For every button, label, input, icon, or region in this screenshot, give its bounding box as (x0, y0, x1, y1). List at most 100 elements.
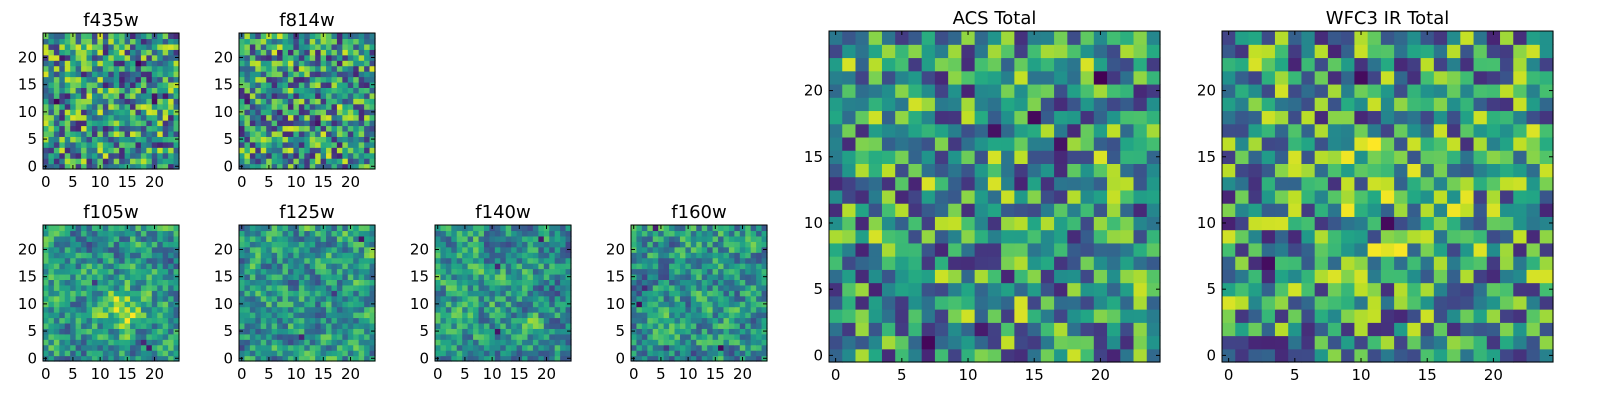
heatmap-cell (728, 230, 735, 237)
heatmap-cell (1433, 163, 1448, 178)
heatmap-cell (750, 257, 757, 264)
heatmap-cell (1080, 83, 1095, 98)
heatmap-cell (948, 83, 962, 98)
heatmap-cell (266, 81, 273, 88)
heatmap-cell (467, 322, 474, 329)
heatmap-cell (494, 339, 501, 346)
heatmap-cell (1067, 256, 1082, 270)
heatmap-cell (674, 295, 681, 302)
heatmap-cell (369, 295, 376, 302)
heatmap-cell (249, 130, 256, 137)
heatmap-cell (59, 235, 66, 242)
heatmap-cell (97, 141, 104, 148)
heatmap-cell (631, 279, 638, 286)
x-tick-label: 0 (237, 173, 247, 191)
heatmap-cell (64, 317, 71, 324)
heatmap-cell (1354, 242, 1369, 257)
heatmap-cell (358, 43, 365, 50)
heatmap-cell (75, 65, 82, 72)
heatmap-cell (658, 295, 665, 302)
heatmap-cell (97, 109, 104, 116)
heatmap-cell (690, 290, 697, 297)
heatmap-cell (829, 295, 843, 310)
heatmap-cell (151, 263, 158, 270)
heatmap-cell (669, 333, 676, 340)
heatmap-cell (326, 317, 333, 324)
heatmap-cell (168, 87, 175, 94)
heatmap-cell (527, 225, 534, 232)
heatmap-cell (549, 295, 556, 302)
heatmap-cell (1146, 189, 1161, 204)
heatmap-cell (701, 290, 708, 297)
heatmap-cell (647, 225, 654, 232)
heatmap-cell (102, 263, 109, 270)
heatmap-cell (473, 257, 480, 264)
heatmap-cell (157, 125, 164, 132)
heatmap-cell (59, 344, 66, 351)
heatmap-cell (961, 282, 976, 297)
heatmap-cell (43, 87, 50, 94)
heatmap-cell (1120, 83, 1135, 98)
heatmap-cell (347, 152, 354, 159)
heatmap-cell (315, 71, 322, 78)
heatmap-cell (494, 257, 501, 264)
heatmap-cell (244, 235, 251, 242)
heatmap-cell (538, 306, 545, 313)
heatmap-cell (445, 268, 452, 275)
heatmap-cell (1526, 256, 1541, 270)
heatmap-cell (81, 87, 88, 94)
heatmap-cell (1027, 83, 1042, 98)
heatmap-cell (1367, 322, 1382, 337)
heatmap-cell (987, 110, 1002, 125)
heatmap-cell (756, 322, 763, 329)
heatmap-cell (690, 355, 697, 362)
heatmap-cell (140, 147, 147, 154)
heatmap-cell (59, 339, 66, 346)
heatmap-cell (326, 71, 333, 78)
heatmap-cell (974, 216, 989, 231)
heatmap-cell (108, 43, 115, 50)
heatmap-cell (347, 76, 354, 83)
heatmap-cell (543, 301, 550, 308)
heatmap-cell (734, 279, 741, 286)
heatmap-cell (75, 158, 82, 165)
heatmap-cell (756, 284, 763, 291)
heatmap-cell (658, 306, 665, 313)
heatmap-cell (560, 339, 567, 346)
heatmap-cell (358, 163, 365, 170)
heatmap-cell (565, 279, 572, 286)
heatmap-cell (86, 158, 93, 165)
heatmap-cell (277, 147, 284, 154)
heatmap-cell (451, 230, 458, 237)
heatmap-cell (1001, 150, 1015, 164)
heatmap-cell (636, 295, 643, 302)
heatmap-cell (527, 350, 534, 357)
heatmap-cell (119, 60, 126, 67)
heatmap-cell (244, 60, 251, 67)
panel-title: f160w (671, 202, 726, 223)
heatmap-cell (1248, 322, 1263, 337)
heatmap-cell (347, 38, 354, 45)
heatmap-cell (287, 252, 294, 259)
heatmap-cell (320, 92, 327, 99)
heatmap-cell (505, 263, 512, 270)
heatmap-cell (745, 339, 752, 346)
heatmap-cell (168, 322, 175, 329)
heatmap-cell (353, 301, 360, 308)
heatmap-cell (829, 335, 843, 350)
heatmap-cell (739, 279, 746, 286)
heatmap-cell (64, 38, 71, 45)
heatmap-cell (59, 125, 66, 132)
heatmap-cell (108, 333, 115, 340)
heatmap-cell (987, 335, 1002, 350)
heatmap-cell (1107, 269, 1121, 284)
heatmap-cell (451, 268, 458, 275)
heatmap-cell (549, 355, 556, 362)
heatmap-cell (255, 279, 262, 286)
heatmap-cell (91, 103, 98, 110)
heatmap-cell (298, 43, 305, 50)
heatmap-cell (86, 163, 93, 170)
heatmap-cell (135, 273, 142, 280)
heatmap-cell (140, 87, 147, 94)
